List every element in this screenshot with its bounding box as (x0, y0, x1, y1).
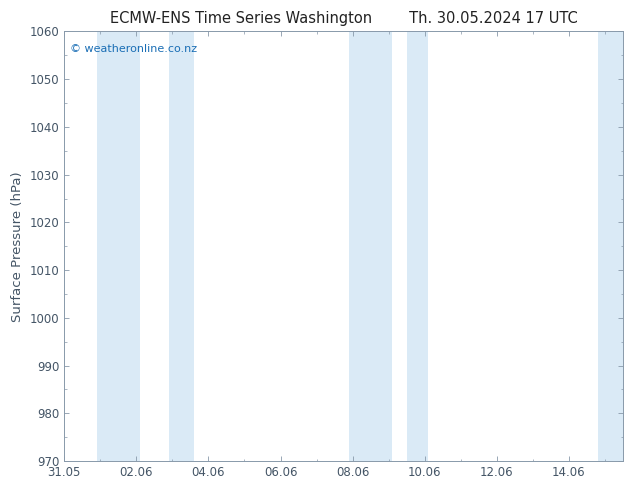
Bar (598, 31, 623, 461)
Bar (169, 31, 194, 461)
Title: ECMW-ENS Time Series Washington        Th. 30.05.2024 17 UTC: ECMW-ENS Time Series Washington Th. 30.0… (110, 11, 578, 26)
Bar (97, 31, 140, 461)
Bar (349, 31, 392, 461)
Text: © weatheronline.co.nz: © weatheronline.co.nz (70, 44, 197, 54)
Y-axis label: Surface Pressure (hPa): Surface Pressure (hPa) (11, 171, 24, 321)
Bar (406, 31, 429, 461)
